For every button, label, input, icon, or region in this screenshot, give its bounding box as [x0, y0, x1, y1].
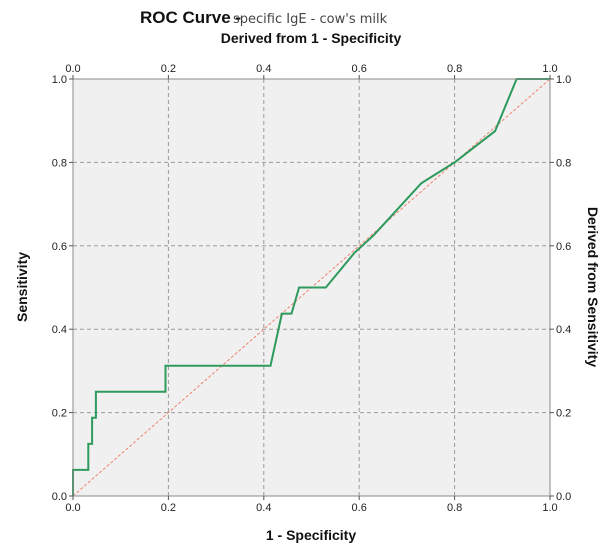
x-tick-label: 0.8 — [447, 502, 462, 514]
right-tick-label: 0.8 — [556, 157, 571, 169]
right-tick-label: 1.0 — [556, 74, 571, 86]
x-tick-label: 0.6 — [352, 502, 367, 514]
top-tick-label: 0.2 — [161, 63, 176, 75]
y-tick-label: 0.2 — [52, 408, 67, 420]
y-tick-label: 0.8 — [52, 157, 67, 169]
plot-frame — [72, 78, 551, 497]
x-tick-label: 0.0 — [65, 502, 80, 514]
y-tick-label: 0.4 — [52, 324, 67, 336]
x-tick-label: 0.4 — [256, 502, 271, 514]
x-tick-label: 0.2 — [161, 502, 176, 514]
top-tick-label: 1.0 — [542, 63, 557, 75]
y-axis-title: Sensitivity — [14, 252, 30, 322]
right-tick-label: 0.2 — [556, 408, 571, 420]
top-tick-label: 0.0 — [65, 63, 80, 75]
chart-title: ROC Curve - — [140, 8, 241, 27]
y-tick-label: 0.6 — [52, 241, 67, 253]
grid-lines — [73, 79, 550, 496]
chart-subtitle: specific IgE - cow's milk — [233, 12, 388, 27]
top-tick-label: 0.4 — [256, 63, 271, 75]
roc-curve-line — [72, 78, 550, 496]
x-tick-label: 1.0 — [542, 502, 557, 514]
right-tick-label: 0.4 — [556, 324, 571, 336]
x-axis-title: 1 - Specificity — [266, 527, 356, 543]
top-tick-label: 0.6 — [352, 63, 367, 75]
top-axis-title: Derived from 1 - Specificity — [221, 30, 402, 46]
right-tick-label: 0.0 — [556, 491, 571, 503]
top-tick-label: 0.8 — [447, 63, 462, 75]
right-tick-label: 0.6 — [556, 241, 571, 253]
y-tick-label: 0.0 — [52, 491, 67, 503]
axis-ticks: 0.00.00.20.20.40.40.60.60.80.81.01.00.0 0… — [52, 63, 572, 514]
right-axis-title: Derived from Sensitivity — [585, 207, 601, 367]
y-tick-label: 1.0 — [52, 74, 67, 86]
